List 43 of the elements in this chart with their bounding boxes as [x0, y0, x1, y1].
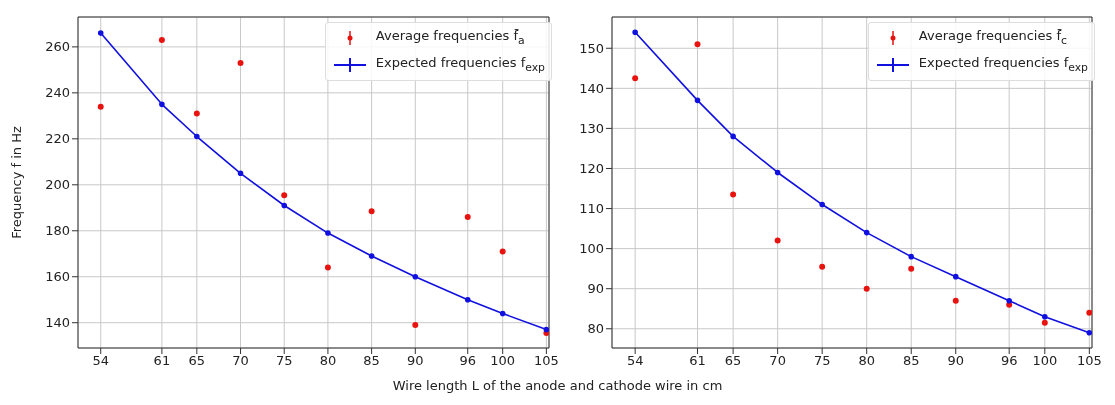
x-tick-label: 85: [902, 353, 920, 369]
y-tick-label: 160: [45, 269, 70, 285]
y-axis-title: Frequency f in Hz: [8, 126, 24, 239]
y-tick-label: 240: [45, 85, 70, 101]
legend-label: Average frequencies f̄$_{c}$: [918, 27, 1067, 49]
x-tick-label: 75: [813, 353, 831, 369]
x-tick-label: 100: [490, 353, 516, 369]
y-tick-label: 220: [45, 131, 70, 147]
y-tick-label: 200: [45, 177, 70, 193]
y-tick-label: 130: [579, 121, 604, 137]
y-tick-label: 80: [587, 321, 604, 337]
y-tick-label: 260: [45, 39, 70, 55]
y-tick-label: 140: [45, 315, 70, 331]
x-tick-label: 65: [188, 353, 206, 369]
x-tick-label: 54: [92, 353, 109, 369]
x-tick-label: 61: [689, 353, 706, 369]
x-tick-label: 105: [1076, 353, 1102, 369]
y-tick-label: 110: [579, 201, 604, 217]
y-tick-label: 150: [579, 40, 604, 56]
y-tick-label: 140: [579, 80, 604, 96]
x-tick-label: 65: [724, 353, 742, 369]
x-tick-label: 96: [459, 353, 477, 369]
x-tick-label: 105: [533, 353, 559, 369]
legend-label: Expected frequencies f$_{exp}$: [375, 53, 545, 76]
x-tick-label: 70: [232, 353, 249, 369]
x-tick-label: 100: [1032, 353, 1058, 369]
x-tick-label: 75: [275, 353, 293, 369]
x-tick-label: 90: [947, 353, 965, 369]
x-tick-label: 80: [319, 353, 337, 369]
x-tick-label: 80: [858, 353, 875, 369]
y-tick-label: 90: [587, 281, 604, 297]
x-tick-label: 96: [1000, 353, 1018, 369]
x-tick-label: 90: [407, 353, 424, 369]
x-tick-label: 61: [153, 353, 171, 369]
y-tick-label: 100: [579, 241, 604, 257]
x-tick-label: 70: [769, 353, 786, 369]
x-tick-label: 54: [626, 353, 644, 369]
x-tick-label: 85: [363, 353, 380, 369]
y-tick-label: 180: [45, 223, 70, 239]
legend-label: Expected frequencies f$_{exp}$: [918, 53, 1088, 76]
x-axis-title: Wire length L of the anode and cathode wire in cm: [391, 378, 724, 393]
y-tick-label: 120: [579, 161, 604, 177]
legend-label: Average frequencies f̄$_{a}$: [375, 27, 525, 49]
